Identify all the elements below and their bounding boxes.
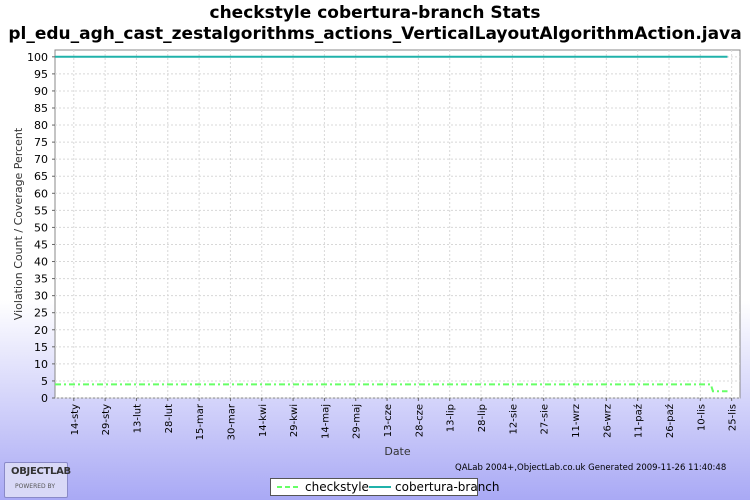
y-tick-label: 65 [34, 170, 48, 183]
y-tick-label: 50 [34, 221, 48, 234]
x-axis-title: Date [384, 445, 411, 458]
y-tick-label: 5 [41, 375, 48, 388]
x-tick-label: 28-lut [164, 404, 175, 433]
x-tick-label: 14-sty [70, 404, 81, 435]
x-tick-label: 10-lis [696, 404, 707, 431]
x-tick-label: 26-paź [664, 404, 676, 438]
y-tick-label: 60 [34, 187, 48, 200]
x-tick-label: 27-sie [540, 404, 551, 434]
x-tick-label: 29-sty [101, 404, 112, 435]
y-tick-label: 20 [34, 324, 48, 337]
x-tick-label: 29-kwi [289, 404, 300, 437]
chart-title: checkstyle cobertura-branch Stats [209, 3, 541, 23]
legend-swatch-checkstyle [277, 486, 299, 488]
y-axis-title: Violation Count / Coverage Percent [12, 127, 25, 320]
y-tick-label: 95 [34, 68, 48, 81]
x-tick-label: 13-cze [383, 404, 394, 437]
y-tick-label: 0 [41, 392, 48, 405]
y-tick-label: 85 [34, 102, 48, 115]
logo-subtext: POWERED BY [15, 483, 56, 490]
x-tick-label: 14-kwi [258, 404, 269, 437]
x-tick-label: 11-wrz [571, 404, 582, 438]
x-tick-label: 13-lut [132, 404, 143, 433]
x-tick-label: 30-mar [226, 403, 237, 440]
logo-text: OBJECTLAB [11, 466, 71, 477]
y-tick-label: 15 [34, 341, 48, 354]
y-tick-label: 80 [34, 119, 48, 132]
x-tick-label: 25-lis [728, 404, 739, 431]
x-tick-label: 28-cze [414, 404, 425, 437]
y-tick-label: 90 [34, 85, 48, 98]
y-tick-label: 40 [34, 256, 48, 269]
x-tick-label: 12-sie [508, 404, 519, 434]
plot-area [54, 49, 741, 399]
x-tick-label: 11-paź [633, 404, 645, 438]
y-tick-label: 35 [34, 273, 48, 286]
chart-subtitle: pl_edu_agh_cast_zestalgorithms_actions_V… [8, 24, 742, 44]
x-tick-label: 28-lip [477, 404, 488, 432]
x-tick-label: 15-mar [195, 403, 206, 440]
x-tick-label: 26-wrz [602, 404, 613, 438]
y-tick-label: 25 [34, 307, 48, 320]
y-tick-label: 55 [34, 204, 48, 217]
y-tick-label: 45 [34, 238, 48, 251]
legend-swatch-cobertura [369, 486, 391, 488]
objectlab-logo: OBJECTLAB POWERED BY [4, 462, 71, 498]
legend-label-cobertura: cobertura-branch [395, 480, 500, 494]
x-tick-label: 14-maj [320, 404, 331, 439]
y-tick-label: 100 [27, 51, 48, 64]
y-tick-label: 10 [34, 358, 48, 371]
x-tick-label: 13-lip [446, 404, 457, 432]
y-tick-label: 30 [34, 290, 48, 303]
legend-label-checkstyle: checkstyle [305, 480, 369, 494]
y-tick-label: 75 [34, 136, 48, 149]
legend: checkstyle cobertura-branch [270, 478, 500, 496]
x-tick-label: 29-maj [352, 404, 363, 439]
generated-footer: QALab 2004+,ObjectLab.co.uk Generated 20… [455, 463, 727, 473]
series-line-checkstyle [55, 383, 728, 393]
y-tick-label: 70 [34, 153, 48, 166]
